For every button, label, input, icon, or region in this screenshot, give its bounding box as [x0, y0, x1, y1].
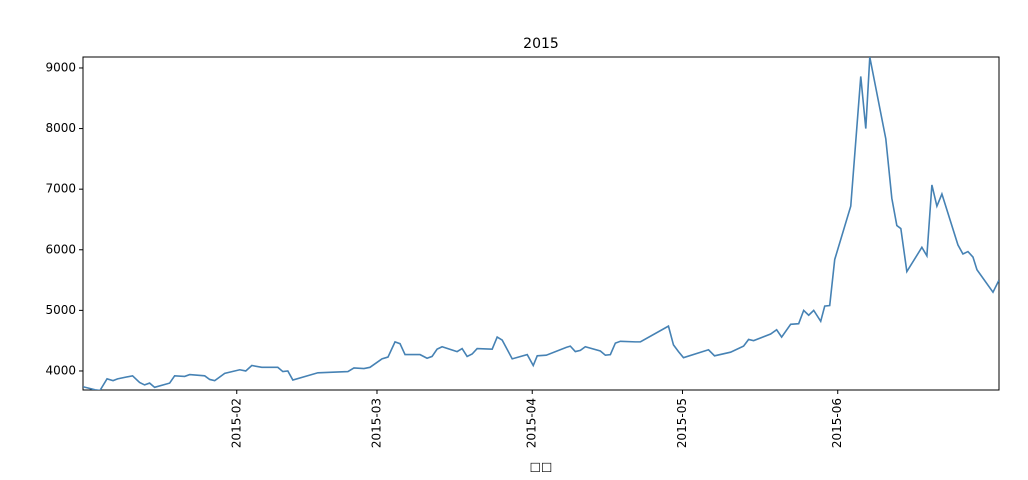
chart-title: 2015 — [523, 36, 559, 52]
x-tick-label: 2015-05 — [675, 398, 689, 448]
y-tick-label: 6000 — [45, 242, 76, 256]
y-tick-label: 9000 — [45, 60, 76, 74]
x-tick-label: 2015-04 — [525, 398, 539, 448]
y-tick-label: 4000 — [45, 363, 76, 377]
y-tick-label: 5000 — [45, 303, 76, 317]
x-tick-label: 2015-03 — [369, 398, 383, 448]
plot-frame — [82, 56, 1000, 391]
x-axis-label: □□ — [530, 460, 553, 474]
y-tick-label: 7000 — [45, 182, 76, 196]
y-tick-label: 8000 — [45, 121, 76, 135]
line-series — [83, 57, 999, 390]
x-tick-label: 2015-02 — [229, 398, 243, 448]
x-tick-label: 2015-06 — [830, 398, 844, 448]
